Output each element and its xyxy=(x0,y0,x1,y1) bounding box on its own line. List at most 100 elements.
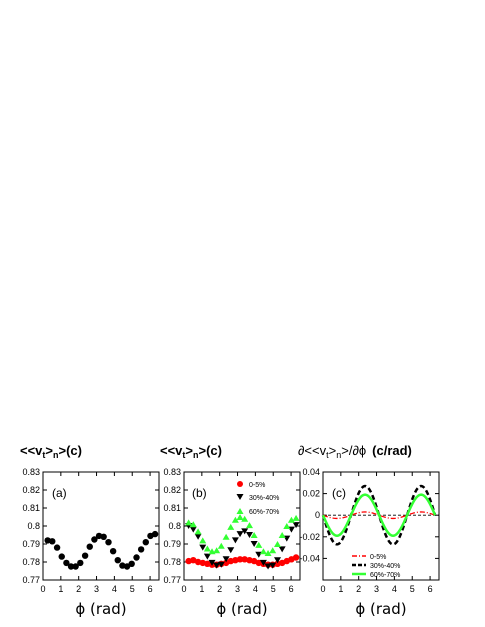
x-tick-label: 5 xyxy=(271,584,276,594)
data-point xyxy=(278,532,286,538)
x-tick-label: 4 xyxy=(112,584,117,594)
legend-label-60-70: 60%-70% xyxy=(249,509,279,516)
data-point xyxy=(100,533,107,540)
data-point xyxy=(259,559,267,566)
x-tick-label: 4 xyxy=(392,584,397,594)
panel-c-label: (c) xyxy=(332,486,346,500)
y-tick-label: 0.82 xyxy=(163,485,181,495)
panel-b-x-ticks: 0 1 2 3 4 5 6 xyxy=(181,472,294,594)
data-point xyxy=(264,550,272,556)
data-point xyxy=(231,516,239,523)
data-point xyxy=(137,546,145,553)
data-point xyxy=(67,563,75,570)
data-point xyxy=(274,541,282,547)
panel-a-label: (a) xyxy=(52,486,67,500)
data-point xyxy=(241,556,248,563)
x-tick-label: 0 xyxy=(40,584,45,594)
data-point xyxy=(217,561,225,568)
data-point xyxy=(213,547,221,554)
data-point xyxy=(227,547,235,554)
data-point xyxy=(278,546,286,553)
data-point xyxy=(58,553,65,560)
y-tick-label: 0.02 xyxy=(302,489,320,499)
data-point xyxy=(189,526,197,533)
data-point xyxy=(81,552,89,559)
x-tick-label: 1 xyxy=(338,584,343,594)
panel-b-marks xyxy=(185,514,300,570)
data-point xyxy=(241,528,249,535)
x-tick-label: 3 xyxy=(235,584,240,594)
panel-c-legend: 0-5% 30%-40% 60%-70% xyxy=(352,554,400,579)
data-point xyxy=(283,523,291,529)
data-point xyxy=(292,514,300,521)
x-tick-label: 6 xyxy=(289,584,294,594)
panel-b-y-ticks: 0.77 0.78 0.79 0.8 0.81 0.82 0.83 xyxy=(163,467,300,585)
data-point xyxy=(217,542,225,549)
data-point xyxy=(245,522,253,529)
legend-marker-60-70 xyxy=(236,508,244,514)
legend-marker-0-5 xyxy=(237,481,243,487)
data-point xyxy=(53,544,61,551)
x-tick-label: 3 xyxy=(94,584,99,594)
y-tick-label: 0 xyxy=(315,510,320,520)
panel-b: <<vt>n>(c) (b) 0.770.780.790.80.810.820.… xyxy=(160,443,301,618)
data-point xyxy=(86,543,93,550)
data-point xyxy=(250,541,258,547)
data-point xyxy=(203,545,211,552)
x-tick-label: 1 xyxy=(58,584,63,594)
x-tick-label: 0 xyxy=(181,584,186,594)
data-point xyxy=(269,547,277,554)
data-point xyxy=(213,562,221,569)
data-point xyxy=(77,559,84,567)
data-point xyxy=(105,539,112,546)
panel-b-title: <<vt>n>(c) xyxy=(160,443,222,460)
data-point xyxy=(236,556,244,563)
data-point xyxy=(274,557,282,564)
y-tick-label: 0.82 xyxy=(22,485,40,495)
panel-a-title: <<vt>n>(c) xyxy=(20,443,82,460)
legend-marker-30-40 xyxy=(236,494,244,500)
data-point xyxy=(292,522,300,529)
y-tick-label: 0.8 xyxy=(27,521,40,531)
x-tick-label: 4 xyxy=(253,584,258,594)
data-point xyxy=(133,554,140,561)
panel-b-x-label: ϕ (rad) xyxy=(216,600,267,618)
data-point xyxy=(250,532,258,538)
data-point xyxy=(128,560,135,567)
data-point xyxy=(72,563,79,570)
data-point xyxy=(245,532,253,538)
data-point xyxy=(222,556,230,563)
panel-a-y-ticks: 0.77 0.78 0.79 0.8 0.81 0.82 0.83 xyxy=(22,467,159,585)
y-tick-label: 0.83 xyxy=(22,467,40,477)
x-tick-label: 2 xyxy=(217,584,222,594)
x-tick-label: 2 xyxy=(356,584,361,594)
data-point xyxy=(203,553,211,560)
x-tick-label: 0 xyxy=(320,584,325,594)
data-point xyxy=(190,557,197,564)
legend-label-60-70: 60%-70% xyxy=(370,572,400,579)
y-tick-label: 0.81 xyxy=(163,503,181,513)
panel-a-x-ticks: 0 1 2 3 4 5 6 xyxy=(40,472,153,594)
data-point xyxy=(109,548,117,555)
y-tick-label: -0.02 xyxy=(299,532,320,542)
data-point xyxy=(264,563,272,570)
x-tick-label: 5 xyxy=(410,584,415,594)
y-tick-label: 0.79 xyxy=(163,539,181,549)
series-line xyxy=(321,493,437,537)
data-point xyxy=(236,514,244,520)
panel-c-x-ticks: 0 1 2 3 4 5 6 xyxy=(320,472,433,594)
panel-a-x-label: ϕ (rad) xyxy=(75,600,126,618)
y-tick-label: 0.77 xyxy=(22,575,40,585)
x-tick-label: 1 xyxy=(199,584,204,594)
data-point xyxy=(194,528,202,535)
x-tick-label: 5 xyxy=(130,584,135,594)
data-point xyxy=(49,538,56,545)
y-tick-label: 0.81 xyxy=(22,503,40,513)
data-point xyxy=(259,548,267,555)
y-tick-label: 0.77 xyxy=(163,575,181,585)
y-tick-label: 0.78 xyxy=(163,557,181,567)
legend-label-0-5: 0-5% xyxy=(370,554,386,561)
data-point xyxy=(189,521,197,528)
panel-b-label: (b) xyxy=(192,486,207,500)
